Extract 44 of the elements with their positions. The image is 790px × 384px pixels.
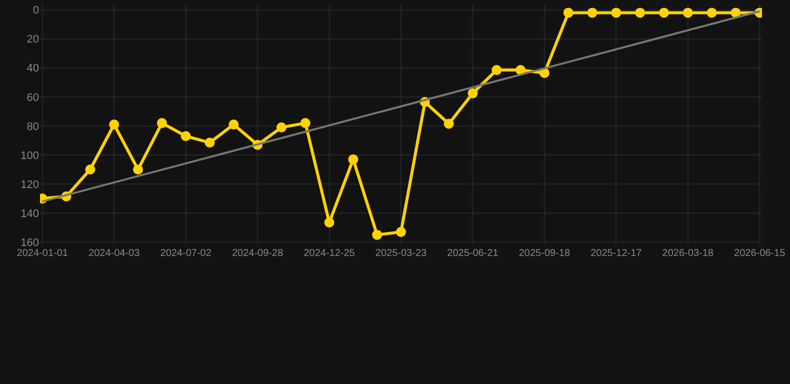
y-tick-label: 80 bbox=[26, 120, 39, 133]
point bbox=[682, 8, 693, 18]
y-tick-label: 60 bbox=[26, 92, 39, 104]
point bbox=[706, 8, 717, 18]
y-tick-label: 20 bbox=[26, 34, 39, 46]
point bbox=[492, 65, 502, 76]
point bbox=[109, 120, 120, 130]
x-tick-label: 2024-01-01 bbox=[16, 248, 68, 259]
x-tick-label: 2024-12-25 bbox=[304, 248, 356, 259]
point bbox=[730, 8, 741, 18]
point bbox=[348, 154, 358, 164]
y-tick-label: 160 bbox=[20, 236, 39, 249]
point bbox=[611, 8, 622, 18]
point bbox=[396, 226, 406, 237]
x-tick-label: 2024-07-02 bbox=[160, 248, 212, 259]
point bbox=[180, 131, 191, 142]
y-tick-label: 120 bbox=[20, 178, 39, 191]
point bbox=[468, 88, 478, 98]
point bbox=[658, 8, 669, 18]
x-tick-label: 2025-09-18 bbox=[518, 248, 570, 259]
x-tick-label: 2025-12-17 bbox=[590, 248, 642, 259]
x-tick-label: 2026-06-15 bbox=[734, 248, 786, 259]
x-tick-label: 2024-04-03 bbox=[88, 248, 140, 259]
point bbox=[300, 118, 310, 128]
point bbox=[276, 122, 286, 132]
point bbox=[372, 230, 382, 240]
point bbox=[635, 8, 646, 18]
x-tick-label: 2024-09-28 bbox=[232, 248, 284, 259]
y-tick-label: 0 bbox=[32, 4, 39, 17]
point bbox=[156, 118, 167, 128]
point bbox=[563, 8, 574, 18]
point bbox=[133, 164, 144, 175]
point bbox=[444, 118, 454, 129]
point bbox=[85, 164, 96, 175]
y-tick-label: 100 bbox=[20, 150, 39, 162]
point bbox=[324, 218, 334, 228]
y-tick-label: 140 bbox=[20, 208, 39, 220]
x-tick-label: 2026-03-18 bbox=[662, 248, 714, 259]
y-tick-label: 40 bbox=[26, 62, 39, 75]
point bbox=[204, 138, 215, 148]
x-tick-label: 2025-06-21 bbox=[447, 248, 499, 259]
point bbox=[228, 120, 239, 130]
x-tick-label: 2025-03-23 bbox=[375, 248, 428, 259]
point bbox=[587, 8, 598, 18]
